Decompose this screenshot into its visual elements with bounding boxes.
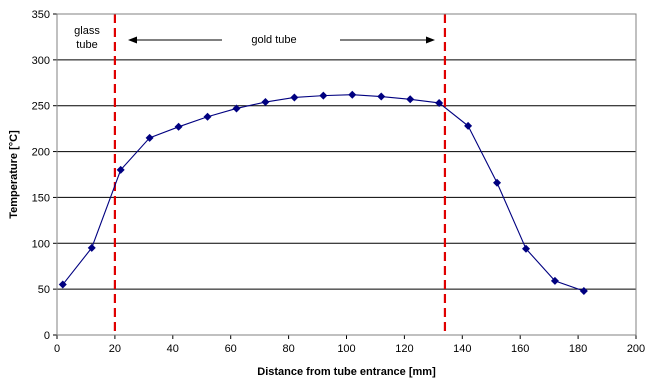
data-point-3 bbox=[116, 165, 125, 174]
data-point-16 bbox=[493, 178, 502, 187]
reference-lines bbox=[113, 14, 447, 335]
y-tick-labels: 0 50 100 150 200 250 300 350 bbox=[32, 9, 50, 342]
annotation-tube: tube bbox=[76, 39, 97, 51]
data-point-6 bbox=[203, 112, 212, 121]
data-point-14 bbox=[435, 98, 444, 107]
data-point-2 bbox=[87, 243, 96, 252]
series-line-1 bbox=[62, 94, 585, 292]
x-tick-label-0: 0 bbox=[54, 343, 60, 355]
x-tick-label-200: 200 bbox=[627, 343, 645, 355]
annotation-gold-tube: gold tube bbox=[251, 34, 296, 46]
plot-area bbox=[56, 13, 637, 336]
annotation-arrows bbox=[128, 36, 435, 44]
x-tick-label-40: 40 bbox=[167, 343, 179, 355]
data-point-4 bbox=[145, 133, 154, 142]
data-point-15 bbox=[464, 121, 473, 130]
x-tick-label-20: 20 bbox=[109, 343, 121, 355]
x-tick-label-160: 160 bbox=[511, 343, 529, 355]
y-tick-label-250: 250 bbox=[32, 101, 50, 113]
x-tick-label-100: 100 bbox=[337, 343, 355, 355]
x-tick-label-140: 140 bbox=[453, 343, 471, 355]
x-tick-label-60: 60 bbox=[225, 343, 237, 355]
grid-lines bbox=[53, 13, 637, 339]
data-point-1 bbox=[58, 280, 67, 289]
data-point-8 bbox=[261, 98, 270, 107]
data-point-18 bbox=[550, 276, 559, 285]
data-point-11 bbox=[348, 90, 357, 99]
data-point-17 bbox=[521, 244, 530, 253]
x-tick-label-120: 120 bbox=[395, 343, 413, 355]
data-point-7 bbox=[232, 104, 241, 113]
data-point-13 bbox=[406, 95, 415, 104]
data-point-12 bbox=[377, 92, 386, 101]
y-axis-label: Temperature [°C] bbox=[8, 130, 20, 219]
y-tick-label-50: 50 bbox=[38, 284, 50, 296]
arrow-left-head bbox=[128, 36, 137, 44]
x-tick-labels: 0 20 40 60 80 100 120 140 160 180 200 bbox=[54, 343, 645, 355]
x-tick-label-80: 80 bbox=[282, 343, 294, 355]
data-point-19 bbox=[579, 286, 588, 295]
y-tick-label-350: 350 bbox=[32, 9, 50, 21]
data-point-5 bbox=[174, 122, 183, 131]
annotation-glass: glass bbox=[74, 25, 100, 37]
y-tick-label-200: 200 bbox=[32, 147, 50, 159]
data-point-9 bbox=[290, 93, 299, 102]
annotations: glass tube gold tube bbox=[74, 25, 435, 51]
y-tick-label-150: 150 bbox=[32, 192, 50, 204]
data-series bbox=[58, 90, 588, 295]
data-point-10 bbox=[319, 91, 328, 100]
y-tick-label-100: 100 bbox=[32, 238, 50, 250]
x-tick-label-180: 180 bbox=[569, 343, 587, 355]
y-tick-label-0: 0 bbox=[44, 330, 50, 342]
y-tick-label-300: 300 bbox=[32, 55, 50, 67]
plot-frame bbox=[56, 13, 637, 336]
x-axis-label: Distance from tube entrance [mm] bbox=[257, 366, 436, 378]
arrow-right-head bbox=[426, 36, 435, 44]
